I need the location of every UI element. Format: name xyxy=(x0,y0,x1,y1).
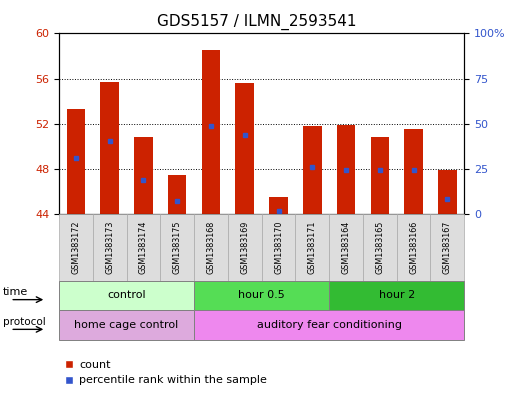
Text: GSM1383168: GSM1383168 xyxy=(206,221,215,274)
Text: GSM1383164: GSM1383164 xyxy=(342,221,350,274)
Legend: count, percentile rank within the sample: count, percentile rank within the sample xyxy=(65,360,267,386)
Text: GSM1383170: GSM1383170 xyxy=(274,221,283,274)
Text: GSM1383174: GSM1383174 xyxy=(139,221,148,274)
Text: control: control xyxy=(107,290,146,300)
Text: GSM1383166: GSM1383166 xyxy=(409,221,418,274)
Bar xyxy=(269,197,288,214)
Text: GSM1383172: GSM1383172 xyxy=(71,221,81,274)
Text: GDS5157 / ILMN_2593541: GDS5157 / ILMN_2593541 xyxy=(157,14,356,30)
Bar xyxy=(337,125,356,214)
Text: hour 0.5: hour 0.5 xyxy=(238,290,285,300)
Text: GSM1383167: GSM1383167 xyxy=(443,221,452,274)
Bar xyxy=(168,174,187,214)
Text: hour 2: hour 2 xyxy=(379,290,415,300)
Text: GSM1383169: GSM1383169 xyxy=(240,221,249,274)
Text: GSM1383165: GSM1383165 xyxy=(376,221,384,274)
Text: GSM1383175: GSM1383175 xyxy=(173,221,182,274)
Text: GSM1383171: GSM1383171 xyxy=(308,221,317,274)
Text: auditory fear conditioning: auditory fear conditioning xyxy=(256,320,402,330)
Bar xyxy=(101,82,119,214)
Bar xyxy=(202,50,220,214)
Text: time: time xyxy=(3,287,28,297)
Bar xyxy=(303,126,322,214)
Text: home cage control: home cage control xyxy=(74,320,179,330)
Bar xyxy=(67,109,85,214)
Bar xyxy=(438,170,457,214)
Bar xyxy=(404,129,423,214)
Bar xyxy=(134,137,153,214)
Text: protocol: protocol xyxy=(3,317,45,327)
Bar xyxy=(235,83,254,214)
Text: GSM1383173: GSM1383173 xyxy=(105,221,114,274)
Bar xyxy=(370,137,389,214)
